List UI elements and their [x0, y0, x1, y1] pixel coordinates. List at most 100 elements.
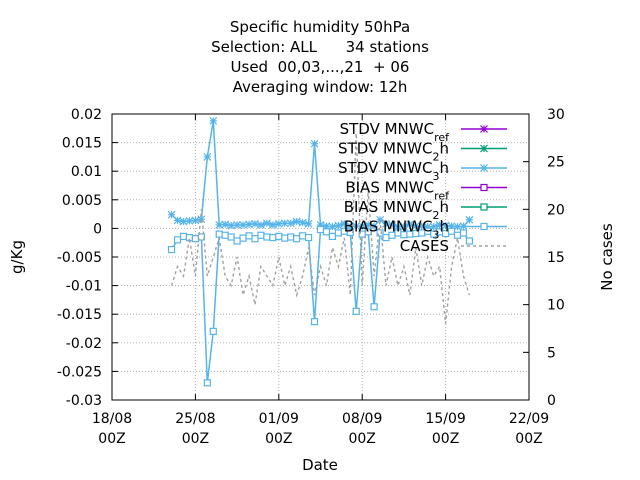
- y-tick-label: 0.02: [71, 107, 102, 123]
- data-point: [167, 210, 176, 219]
- legend-label-part: 3: [432, 228, 439, 241]
- legend-marker: [480, 144, 488, 153]
- data-point: [287, 233, 295, 241]
- x-tick-label-hour: 00Z: [348, 431, 375, 447]
- data-point: [465, 237, 474, 245]
- legend-label: BIAS MNWC3h: [344, 218, 449, 242]
- data-point: [358, 222, 367, 231]
- legend-marker: [480, 125, 488, 133]
- data-point: [447, 222, 456, 231]
- legend-marker: [480, 164, 488, 172]
- y-tick-label: -0.015: [57, 307, 102, 323]
- y-tick-label: -0.02: [66, 336, 102, 352]
- data-point: [280, 219, 289, 228]
- data-point: [191, 216, 200, 225]
- title-line-3: Used 00,03,...,21 + 06: [231, 58, 410, 76]
- legend-label: STDV MNWCref: [340, 120, 451, 144]
- y2-tick-label: 30: [547, 107, 565, 123]
- legend-label-part: h: [439, 159, 449, 177]
- data-point: [447, 227, 456, 235]
- x-axis-label: Date: [302, 456, 338, 474]
- data-point: [215, 221, 224, 229]
- data-point: [227, 233, 235, 241]
- x-tick-label-hour: 00Z: [265, 431, 292, 447]
- data-point: [304, 219, 313, 228]
- data-point: [316, 225, 325, 234]
- data-point: [173, 236, 182, 244]
- data-point: [227, 221, 236, 230]
- legend-marker: [480, 183, 488, 192]
- data-point: [328, 232, 337, 241]
- legend-label-part: CASES: [400, 237, 449, 255]
- data-point: [322, 228, 331, 236]
- data-point: [352, 307, 360, 315]
- data-point: [179, 217, 188, 226]
- data-point: [394, 222, 402, 231]
- data-point: [245, 232, 253, 240]
- data-point: [203, 152, 212, 161]
- legend-label-part: h: [439, 140, 449, 158]
- data-point: [197, 215, 206, 224]
- data-point: [435, 221, 444, 229]
- y2-tick-label: 25: [547, 155, 565, 171]
- legend-label-part: BIAS MNWC: [345, 179, 434, 197]
- y2-tick-label: 5: [547, 345, 556, 361]
- y-axis-label: g/Kg: [8, 240, 26, 274]
- data-point: [423, 222, 432, 231]
- data-point: [316, 221, 325, 229]
- legend-label-part: ref: [434, 131, 450, 144]
- legend-label-part: ref: [434, 189, 450, 202]
- data-point: [197, 233, 205, 241]
- data-point: [292, 217, 301, 226]
- axis-ticks: 0.02 0.015 0.01 0.005 0 -0.005 -0.01 -0.015 -0.0…: [57, 107, 565, 447]
- legend-label-part: 3: [432, 170, 439, 183]
- chart-title: Specific humidity 50hPa Selection: ALL 3…: [211, 18, 429, 96]
- legend-marker: [480, 222, 488, 231]
- series-5: [167, 225, 474, 387]
- data-point: [286, 219, 295, 228]
- data-point: [191, 235, 199, 243]
- data-point: [340, 219, 349, 228]
- data-point: [352, 222, 361, 231]
- data-point: [334, 229, 342, 237]
- y2-tick-label: 15: [547, 250, 565, 266]
- data-point: [299, 232, 307, 240]
- y-tick-label: 0: [93, 221, 102, 237]
- y-tick-label: -0.01: [66, 279, 102, 295]
- legend-label-part: STDV MNWC: [338, 159, 432, 177]
- y2-tick-label: 10: [547, 298, 565, 314]
- title-line-1: Specific humidity 50hPa: [230, 18, 410, 36]
- data-point: [263, 233, 271, 241]
- data-point: [370, 303, 378, 311]
- data-point: [465, 215, 474, 224]
- data-point: [245, 220, 253, 229]
- legend-label-part: 2: [432, 209, 439, 222]
- data-point: [274, 219, 283, 228]
- x-tick-label-date: 01/09: [259, 411, 299, 427]
- grid: [112, 114, 529, 400]
- data-point: [233, 237, 241, 245]
- legend-label-part: STDV MNWC: [338, 140, 432, 158]
- y-tick-label: -0.025: [57, 364, 102, 380]
- x-tick-label-date: 22/09: [509, 411, 549, 427]
- data-point: [293, 235, 301, 243]
- data-point: [209, 327, 217, 335]
- data-point: [167, 245, 176, 254]
- data-point: [257, 221, 265, 229]
- legend-marker: [480, 203, 488, 211]
- data-point: [429, 222, 438, 231]
- legend-label-part: STDV MNWC: [340, 120, 434, 138]
- data-point: [334, 221, 343, 230]
- data-point: [304, 233, 313, 242]
- data-point: [257, 231, 265, 239]
- data-point: [268, 221, 277, 229]
- data-point: [209, 116, 218, 125]
- data-point: [251, 219, 259, 228]
- data-point: [281, 234, 289, 242]
- data-point: [233, 221, 242, 229]
- x-tick-label-date: 15/09: [425, 411, 465, 427]
- y-tick-label: -0.005: [57, 250, 102, 266]
- legend-label: STDV MNWC3h: [338, 159, 449, 183]
